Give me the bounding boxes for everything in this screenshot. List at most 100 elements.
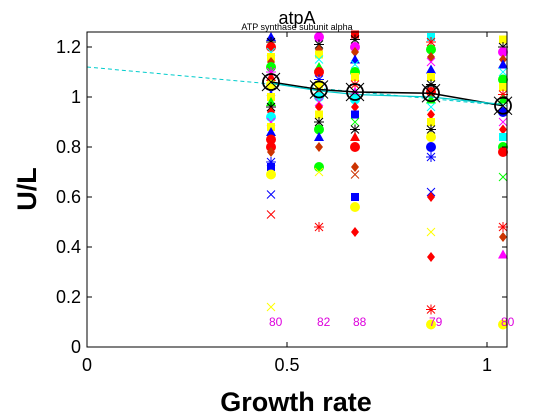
data-point [266,72,276,81]
chart-subtitle: ATP synthase subunit alpha [241,22,352,32]
data-point [351,73,359,81]
data-point [266,302,276,312]
y-tick-label: 1.2 [56,37,81,57]
data-point [314,167,324,177]
data-point [498,117,508,127]
data-point [350,60,360,69]
data-point [498,59,508,69]
data-point [351,193,359,201]
data-point [350,54,360,64]
chart-marks: 80 82 88 79 80 [86,30,515,330]
data-point [499,124,507,135]
data-point [350,202,360,212]
median-line [270,82,504,106]
data-point [498,107,508,117]
data-point [267,147,275,157]
mean-marker [422,84,440,103]
data-point [498,249,508,259]
y-axis-label: U/L [12,167,42,211]
mean-marker [262,73,280,91]
data-point [315,80,323,89]
sample-count-label: 82 [317,315,331,329]
y-tick-label: 1 [71,87,81,107]
data-point [499,35,507,44]
data-point [427,252,435,262]
mean-marker-cross [493,96,513,116]
data-point [498,319,508,330]
data-point [426,152,436,162]
data-point [498,94,508,104]
mean-marker [494,96,512,115]
data-point [314,124,324,135]
data-point [498,67,508,77]
mean-marker [346,83,364,101]
data-point [426,124,436,135]
data-point [499,133,507,141]
sample-count-label: 80 [501,315,515,329]
data-point [427,109,435,120]
mean-marker-cross [261,72,281,92]
data-point [266,32,276,41]
data-point [351,102,359,112]
data-point [266,134,276,145]
data-point [426,304,436,315]
sample-count-label: 79 [429,315,443,329]
data-point [427,118,435,126]
data-point [315,102,323,112]
data-point [266,190,276,199]
data-point [350,142,360,152]
x-axis-label: Growth rate [220,387,372,417]
y-tick-label: 0.6 [56,187,81,207]
data-point [267,163,275,171]
data-point [426,319,436,330]
data-point [314,222,324,232]
data-point [266,97,276,106]
data-point [351,110,359,119]
data-point [350,117,360,127]
sample-count-label: 88 [353,315,367,329]
data-point [351,227,359,237]
data-point [498,147,508,157]
data-point [351,162,359,172]
mean-marker-cross [309,80,329,99]
x-tick-label: 0 [82,355,92,375]
data-point [499,232,507,242]
data-point [426,142,436,152]
data-point [266,42,276,52]
plot-area [87,32,507,347]
mean-marker [310,80,328,99]
data-point [315,110,323,119]
data-point [314,117,324,127]
y-tick-label: 0.2 [56,287,81,307]
data-point [498,74,508,85]
data-point [426,57,436,67]
axes: 0 0.5 1 0 0.2 0.4 0.6 0.8 1 1.2 [56,31,508,375]
data-point [350,124,360,135]
data-point [314,32,324,42]
data-point [498,47,508,57]
data-point [314,162,324,172]
data-point [315,142,323,152]
data-point [266,127,276,136]
chart-title: atpA [278,8,315,28]
data-point [315,50,323,59]
data-point [427,73,435,81]
data-point [426,102,436,112]
data-point [426,37,436,47]
data-point [266,112,276,122]
data-point [426,227,436,237]
x-tick-label: 1 [482,355,492,375]
data-point [427,192,435,202]
y-tick-label: 0 [71,337,81,357]
y-tick-label: 0.4 [56,237,81,257]
data-point [499,83,507,91]
data-point [426,87,436,97]
axes-frame [86,31,508,348]
data-point [426,44,436,55]
data-point [351,47,359,57]
data-point [266,169,276,180]
data-point [314,67,324,77]
data-point [426,132,436,142]
data-point [350,170,360,179]
